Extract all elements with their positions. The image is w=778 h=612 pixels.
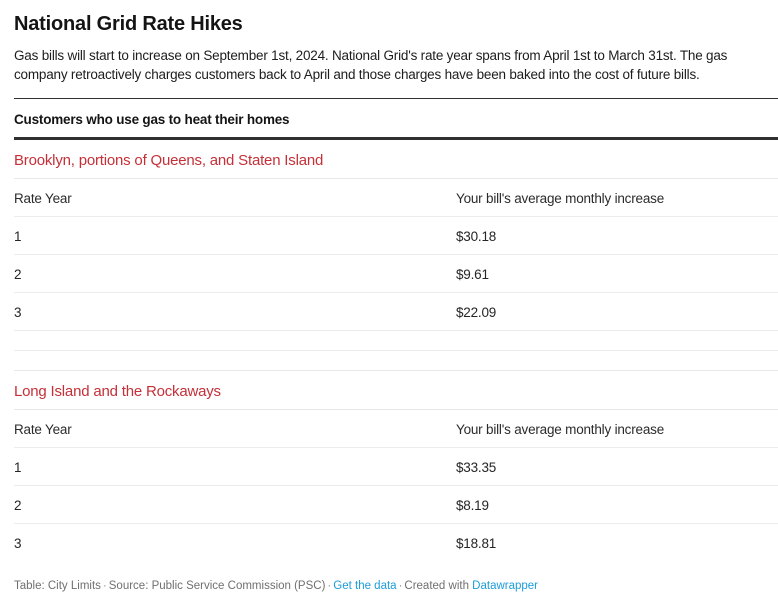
cell-rate-year: 3 — [14, 305, 22, 320]
column-header-increase: Your bill's average monthly increase — [456, 422, 664, 437]
column-header-rate-year: Rate Year — [14, 191, 72, 206]
chart-container: National Grid Rate Hikes Gas bills will … — [14, 0, 778, 594]
cell-rate-year: 2 — [14, 498, 22, 513]
table-row: 1 $33.35 — [14, 448, 778, 486]
cell-increase: $18.81 — [456, 536, 497, 551]
table-row: 1 $30.18 — [14, 217, 778, 255]
separator-dot: · — [327, 580, 332, 592]
table-header-row: Rate Year Your bill's average monthly in… — [14, 179, 778, 217]
cell-increase: $9.61 — [456, 267, 489, 282]
cell-rate-year: 2 — [14, 267, 22, 282]
table-row: 3 $22.09 — [14, 293, 778, 331]
created-with-label: Created with — [404, 580, 469, 592]
cell-increase: $30.18 — [456, 229, 497, 244]
table-row-empty — [14, 331, 778, 351]
chart-description: Gas bills will start to increase on Sept… — [14, 48, 728, 82]
datawrapper-link[interactable]: Datawrapper — [472, 580, 539, 592]
table-header-row: Rate Year Your bill's average monthly in… — [14, 410, 778, 448]
table-row: 2 $8.19 — [14, 486, 778, 524]
cell-increase: $22.09 — [456, 305, 497, 320]
page-title: National Grid Rate Hikes — [14, 13, 243, 35]
separator-dot: · — [398, 580, 403, 592]
separator-dot: · — [102, 580, 107, 592]
group-label: Brooklyn, portions of Queens, and Staten… — [14, 140, 778, 179]
source-credit: Source: Public Service Commission (PSC) — [108, 580, 326, 592]
cell-increase: $33.35 — [456, 460, 497, 475]
cell-rate-year: 1 — [14, 460, 22, 475]
column-header-increase: Your bill's average monthly increase — [456, 191, 664, 206]
table-group-brooklyn: Brooklyn, portions of Queens, and Staten… — [14, 140, 778, 351]
cell-rate-year: 1 — [14, 229, 22, 244]
column-header-rate-year: Rate Year — [14, 422, 72, 437]
group-label: Long Island and the Rockaways — [14, 371, 778, 410]
cell-increase: $8.19 — [456, 498, 489, 513]
table-credit: Table: City Limits — [14, 580, 101, 592]
table-section-title: Customers who use gas to heat their home… — [14, 98, 778, 140]
get-the-data-link[interactable]: Get the data — [333, 580, 397, 592]
attribution-footer: Table: City Limits · Source: Public Servic… — [14, 579, 778, 594]
table-group-long-island: Long Island and the Rockaways Rate Year … — [14, 370, 778, 561]
table-row: 3 $18.81 — [14, 524, 778, 561]
cell-rate-year: 3 — [14, 536, 22, 551]
table-row: 2 $9.61 — [14, 255, 778, 293]
